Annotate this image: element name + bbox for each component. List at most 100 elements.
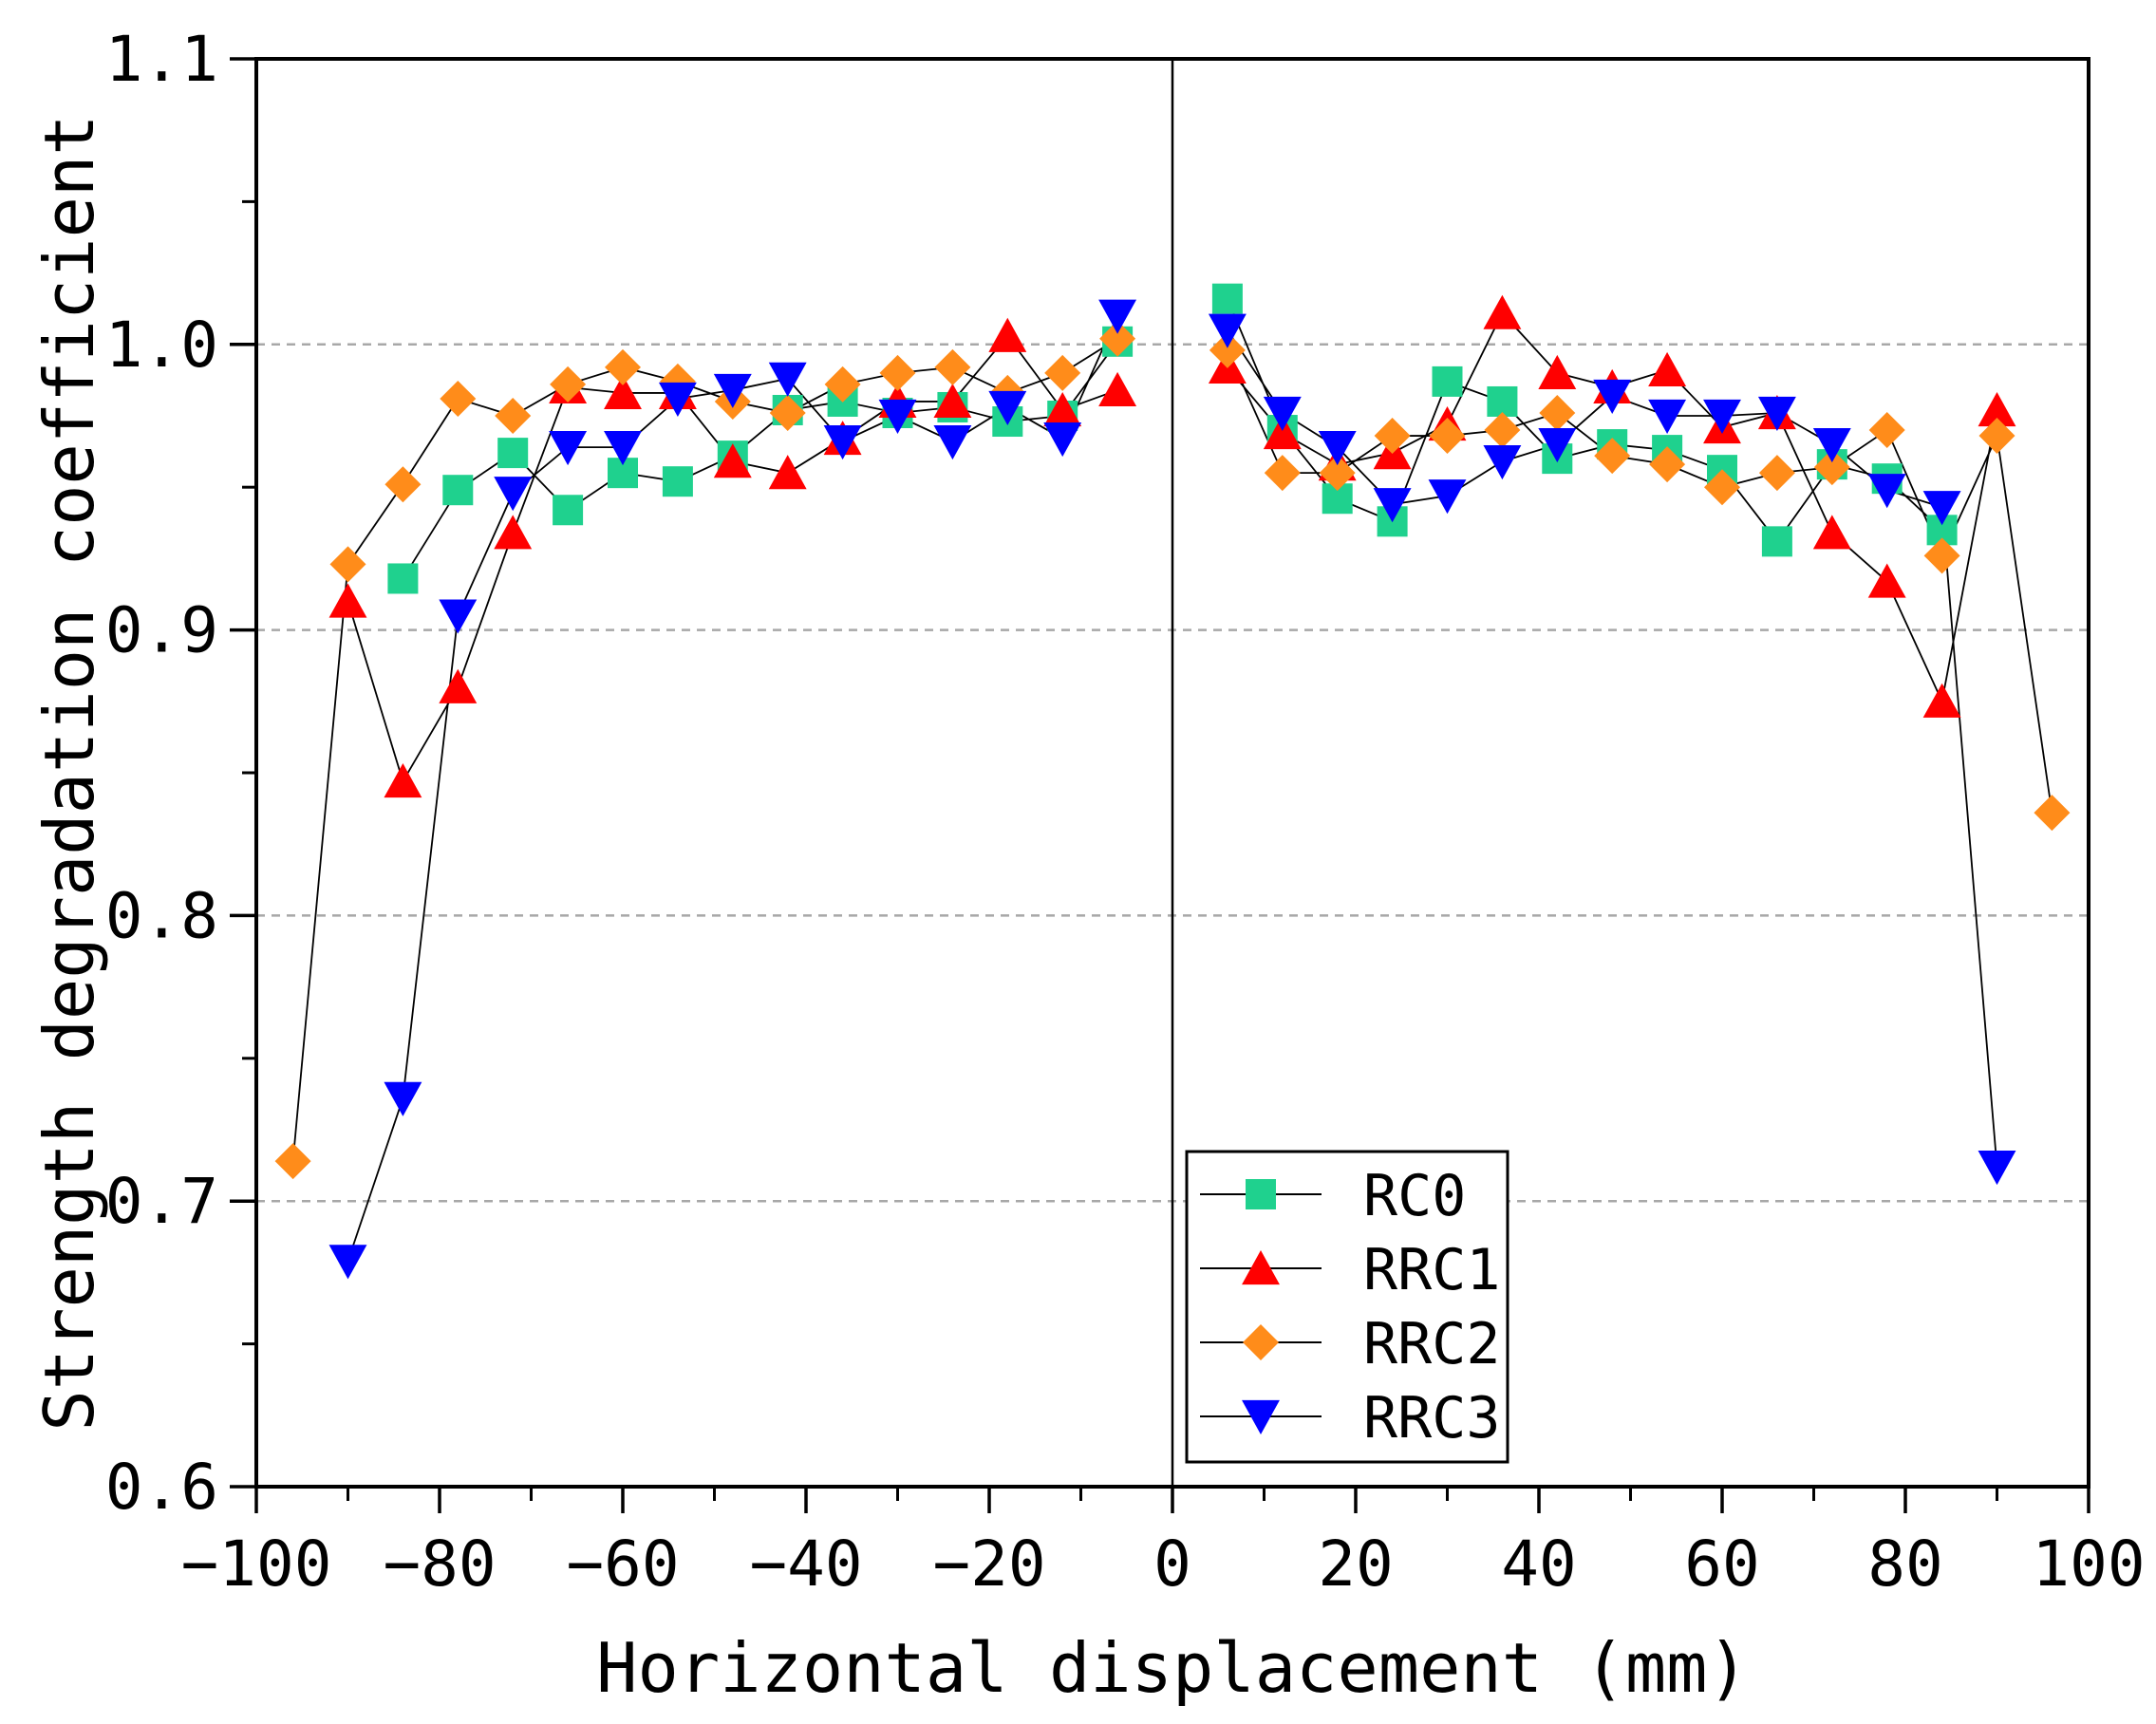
data-point-rrc2 (550, 365, 587, 403)
data-point-rrc2 (1594, 438, 1631, 475)
data-point-rrc2 (1044, 354, 1081, 391)
legend-marker-rrc1 (1242, 1250, 1280, 1285)
data-point-rrc1 (1812, 515, 1851, 550)
data-point-rrc3 (1318, 430, 1357, 466)
data-point-rrc3 (1428, 479, 1467, 515)
data-point-rrc1 (384, 763, 422, 798)
y-tick-label: 0.9 (105, 594, 218, 667)
data-point-rrc2 (1923, 537, 1960, 574)
data-point-rrc3 (1483, 445, 1522, 480)
data-point-rrc3 (1043, 422, 1082, 458)
data-point-rrc2 (495, 398, 532, 434)
data-point-rrc1 (1098, 371, 1137, 407)
x-tick-label: −20 (932, 1527, 1045, 1601)
data-point-rc0 (442, 475, 474, 506)
data-point-rrc2 (1209, 331, 1246, 368)
data-point-rrc2 (1264, 455, 1301, 492)
data-point-rc0 (387, 563, 419, 594)
data-point-rrc3 (1373, 488, 1412, 523)
data-point-rrc2 (1539, 394, 1576, 431)
data-point-rrc2 (1868, 412, 1905, 449)
data-point-rrc2 (934, 348, 971, 385)
legend-marker-rc0 (1246, 1179, 1276, 1209)
x-tick-label: −40 (749, 1527, 862, 1601)
legend-label-rrc2: RRC2 (1363, 1311, 1501, 1377)
data-point-rc0 (1432, 365, 1463, 397)
data-point-rrc2 (879, 354, 916, 391)
x-axis-title: Horizontal displacement (mm) (596, 1628, 1749, 1708)
data-point-rrc2 (329, 546, 366, 583)
data-point-rrc1 (988, 317, 1027, 352)
data-point-rrc3 (604, 430, 642, 466)
data-point-rrc1 (1867, 563, 1906, 598)
data-point-rrc2 (440, 380, 477, 417)
data-point-rrc3 (328, 1245, 367, 1280)
data-point-rrc1 (1538, 354, 1577, 389)
legend-marker-rrc3 (1242, 1399, 1280, 1434)
data-point-rrc3 (439, 599, 478, 634)
data-point-rrc2 (1319, 455, 1356, 492)
legend-marker-rrc2 (1243, 1324, 1279, 1360)
y-tick-label: 1.1 (105, 23, 218, 96)
data-point-rc0 (1211, 283, 1243, 314)
data-point-rrc2 (1484, 412, 1521, 449)
data-point-rrc1 (768, 455, 807, 490)
data-point-rrc3 (1593, 379, 1632, 414)
x-tick-label: −60 (566, 1527, 679, 1601)
data-point-rrc2 (1978, 418, 2015, 455)
data-point-rrc3 (1867, 474, 1906, 509)
data-point-rrc2 (1374, 418, 1411, 455)
data-point-rrc3 (1757, 396, 1796, 431)
data-point-rrc1 (604, 374, 642, 410)
data-point-rrc3 (549, 430, 588, 466)
legend-box (1185, 1150, 1509, 1464)
data-point-rrc2 (2034, 795, 2071, 832)
data-point-rc0 (497, 438, 529, 469)
series-markers (274, 283, 2071, 1280)
data-point-rrc3 (1648, 399, 1687, 434)
y-axis-ticks: 0.6 0.7 0.8 0.9 1.0 1.1 (105, 23, 256, 1524)
data-point-rrc2 (1813, 449, 1850, 486)
data-point-rrc2 (1099, 320, 1136, 357)
data-point-rc0 (1487, 385, 1518, 417)
data-point-rrc3 (713, 373, 752, 408)
data-point-rrc3 (1812, 427, 1851, 463)
series-line-rrc2-negative (291, 338, 1118, 1162)
data-point-rrc3 (658, 382, 697, 417)
x-tick-label: 40 (1501, 1527, 1576, 1601)
x-axis-ticks: −100 −80 −60 −40 −20 0 20 40 60 80 100 (181, 1487, 2146, 1601)
data-point-rrc3 (878, 399, 917, 434)
data-point-rrc3 (988, 390, 1027, 425)
data-point-rrc3 (933, 424, 972, 460)
data-point-rrc2 (1429, 418, 1466, 455)
y-tick-label: 0.8 (105, 879, 218, 952)
data-point-rrc2 (824, 365, 861, 403)
data-point-rrc1 (1922, 683, 1961, 718)
data-point-rrc2 (384, 466, 422, 503)
y-tick-label: 0.7 (105, 1165, 218, 1238)
data-point-rrc3 (768, 362, 807, 397)
data-point-rrc2 (769, 394, 806, 431)
y-tick-label: 0.6 (105, 1451, 218, 1524)
data-point-rc0 (662, 466, 693, 497)
data-point-rrc3 (1922, 491, 1961, 526)
x-tick-label: 80 (1867, 1527, 1942, 1601)
data-point-rrc3 (1208, 313, 1247, 348)
data-point-rrc1 (1043, 391, 1082, 427)
y-axis-title: Strength degradation coefficient (29, 114, 109, 1431)
x-tick-label: 20 (1318, 1527, 1393, 1601)
data-point-rrc3 (1098, 299, 1137, 334)
data-point-rrc2 (274, 1143, 311, 1180)
data-point-rrc1 (1483, 294, 1522, 329)
data-point-rrc1 (1648, 351, 1687, 386)
data-point-rrc1 (439, 668, 478, 703)
legend-label-rrc3: RRC3 (1363, 1385, 1501, 1452)
data-point-rrc1 (494, 515, 533, 550)
x-tick-label: −80 (383, 1527, 496, 1601)
y-tick-label: 1.0 (105, 309, 218, 382)
data-point-rrc3 (1703, 399, 1741, 434)
x-tick-label: 0 (1153, 1527, 1191, 1601)
data-point-rrc2 (1758, 455, 1795, 492)
data-point-rrc3 (1538, 427, 1577, 463)
data-point-rrc3 (494, 477, 533, 512)
